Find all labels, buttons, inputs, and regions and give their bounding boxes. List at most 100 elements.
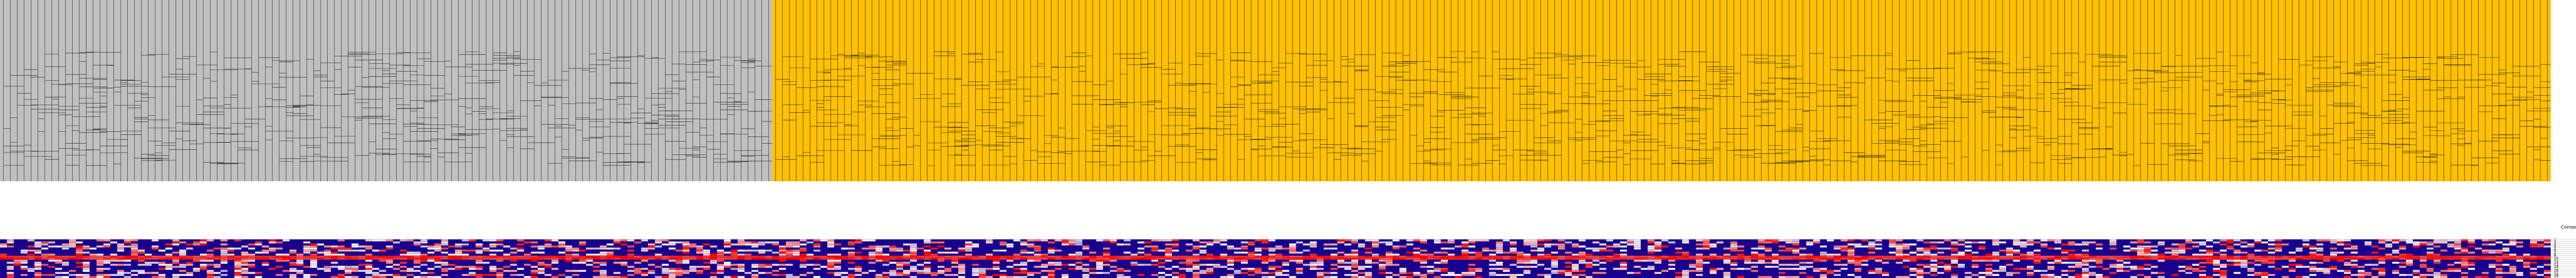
heatmap-cell (675, 257, 683, 260)
heatmap-cell (1730, 241, 1738, 244)
heatmap-cell (1206, 268, 1214, 270)
heatmap-cell (1365, 247, 1372, 250)
heatmap-cell (965, 257, 972, 260)
heatmap-cell (1172, 255, 1179, 258)
heatmap-cell (427, 257, 435, 260)
heatmap-cell (1103, 239, 1110, 241)
heatmap-cell (2392, 255, 2399, 258)
heatmap-cell (1951, 249, 1958, 252)
heatmap-cell (290, 255, 297, 258)
heatmap-cell (1944, 247, 1951, 250)
heatmap-cell (531, 257, 538, 260)
heatmap-cell (875, 249, 883, 252)
heatmap-cell (441, 274, 448, 276)
heatmap-cell (1523, 243, 1531, 246)
heatmap-cell (641, 257, 648, 260)
heatmap-cell (1172, 243, 1179, 246)
heatmap-cell (200, 241, 207, 244)
heatmap-cell (1165, 247, 1172, 250)
heatmap-cell (165, 257, 173, 260)
heatmap-cell (1179, 268, 1186, 270)
heatmap-cell (1930, 257, 1938, 260)
heatmap-cell (565, 245, 572, 248)
heatmap-cell (1544, 257, 1551, 260)
heatmap-cell (786, 241, 793, 244)
heatmap-cell (1468, 257, 1476, 260)
heatmap-cell (648, 247, 655, 250)
heatmap-cell (1848, 257, 1855, 260)
heatmap-cell (668, 272, 676, 274)
heatmap-cell (62, 262, 69, 264)
heatmap-cell (648, 272, 655, 274)
heatmap-cell (2261, 272, 2268, 274)
heatmap-cell (2109, 257, 2116, 260)
heatmap-cell (1192, 247, 1200, 250)
heatmap-cell (1792, 243, 1800, 246)
heatmap-cell (1496, 241, 1503, 244)
heatmap-cell (1792, 264, 1800, 266)
heatmap-cell (1082, 255, 1090, 258)
heatmap-cell (241, 251, 248, 254)
heatmap-cell (234, 262, 242, 264)
heatmap-cell (1558, 272, 1565, 274)
heatmap-cell (1579, 255, 1586, 258)
heatmap-cell (420, 255, 428, 258)
heatmap-cell (634, 270, 641, 272)
heatmap-cell (221, 262, 228, 264)
heatmap-cell (2227, 257, 2234, 260)
heatmap-cell (117, 245, 124, 248)
heatmap-cell (848, 253, 855, 256)
heatmap-cell (1296, 255, 1303, 258)
heatmap-cell (903, 243, 910, 246)
heatmap-cell (1227, 245, 1234, 248)
heatmap-cell (1585, 255, 1593, 258)
heatmap-cell (1606, 255, 1614, 258)
heatmap-cell (1889, 241, 1896, 244)
heatmap-cell (2068, 262, 2075, 264)
heatmap-cell (1496, 245, 1503, 248)
heatmap-cell (1075, 241, 1082, 244)
heatmap-cell (827, 257, 835, 260)
heatmap-cell (1544, 245, 1551, 248)
heatmap-cell (1344, 239, 1351, 241)
heatmap-cell (1179, 255, 1186, 258)
heatmap-cell (2344, 243, 2351, 246)
heatmap-cell (76, 241, 83, 244)
heatmap-cell (1440, 241, 1448, 244)
heatmap-cell (1158, 266, 1165, 268)
heatmap-cell (2337, 257, 2344, 260)
heatmap-cell (48, 259, 56, 262)
heatmap-cell (1620, 245, 1627, 248)
heatmap-cell (930, 253, 938, 256)
heatmap-cell (1730, 262, 1738, 264)
heatmap-cell (1255, 268, 1262, 270)
heatmap-cell (2309, 266, 2317, 268)
heatmap-cell (1227, 257, 1234, 260)
heatmap-cell (1696, 243, 1703, 246)
heatmap-cell (1282, 247, 1290, 250)
heatmap-cell (1820, 255, 1827, 258)
heatmap-cell (1041, 270, 1048, 272)
heatmap-cell (331, 255, 338, 258)
heatmap-cell (1737, 253, 1744, 256)
heatmap-cell (138, 257, 145, 260)
heatmap-cell (1247, 243, 1255, 246)
heatmap-cell (523, 255, 531, 258)
heatmap-cell (324, 255, 331, 258)
heatmap-cell (290, 274, 297, 276)
heatmap-cell (2509, 255, 2517, 258)
heatmap-cell (476, 243, 483, 246)
heatmap-cell (1137, 241, 1145, 244)
heatmap-cell (910, 255, 917, 258)
heatmap-cell (2371, 251, 2379, 254)
heatmap-cell (2033, 241, 2041, 244)
heatmap-cell (1316, 268, 1324, 270)
heatmap-cell (221, 274, 228, 276)
heatmap-cell (1061, 264, 1069, 266)
heatmap-cell (1241, 245, 1248, 248)
heatmap-cell (227, 253, 234, 256)
heatmap-cell (1703, 245, 1710, 248)
heatmap-cell (1448, 257, 1455, 260)
heatmap-cell (1958, 243, 1965, 246)
heatmap-cell (1709, 253, 1717, 256)
